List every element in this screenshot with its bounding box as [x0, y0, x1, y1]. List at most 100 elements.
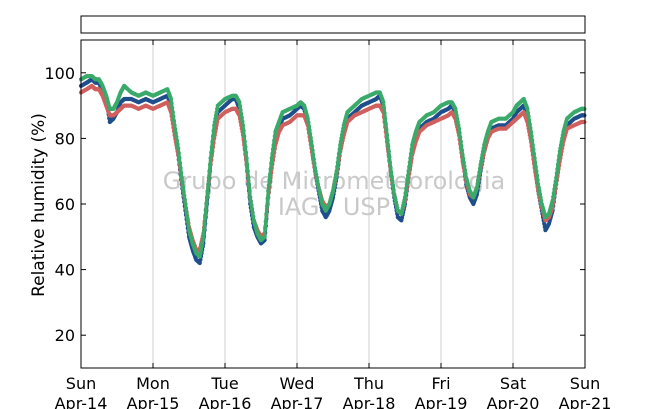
data-point	[197, 260, 202, 266]
data-point	[264, 211, 269, 216]
data-point	[243, 145, 248, 150]
data-point	[176, 151, 181, 156]
data-point	[306, 120, 311, 125]
data-point	[311, 157, 316, 162]
data-point	[534, 173, 540, 178]
data-point	[453, 110, 459, 115]
data-point	[391, 187, 396, 192]
data-point	[407, 164, 412, 169]
data-point	[312, 161, 317, 166]
x-tick-day: Mon	[136, 374, 170, 393]
data-point	[182, 193, 187, 198]
data-point	[335, 160, 340, 165]
x-tick-day: Fri	[431, 374, 450, 393]
data-point	[456, 123, 461, 128]
data-point	[337, 147, 342, 152]
data-point	[312, 165, 318, 170]
data-point	[310, 148, 315, 153]
data-point	[404, 182, 409, 187]
data-point	[208, 156, 213, 161]
data-point	[249, 206, 255, 211]
data-point	[309, 144, 315, 149]
data-point	[213, 113, 219, 118]
data-point	[177, 160, 183, 166]
data-point	[532, 156, 537, 161]
data-point	[237, 104, 243, 109]
y-tick-label: 20	[55, 326, 75, 345]
data-point	[456, 126, 462, 131]
data-point	[186, 223, 191, 228]
data-point	[534, 169, 539, 174]
data-point	[386, 149, 391, 154]
data-point	[462, 168, 468, 173]
data-point	[390, 183, 396, 188]
data-point	[315, 182, 321, 187]
data-point	[333, 175, 338, 180]
data-point	[179, 175, 184, 180]
data-point	[387, 154, 392, 160]
data-point	[463, 171, 468, 176]
data-point	[559, 139, 564, 144]
x-tick-date: Apr-21	[559, 394, 612, 409]
data-point	[539, 198, 544, 203]
data-point	[560, 136, 565, 141]
data-point	[582, 106, 587, 111]
data-point	[214, 110, 219, 115]
data-point	[383, 122, 388, 127]
data-point	[175, 142, 180, 147]
data-point	[552, 187, 557, 192]
x-tick-date: Apr-19	[415, 394, 468, 409]
data-point	[168, 96, 174, 102]
data-point	[265, 196, 270, 201]
data-point	[582, 113, 587, 118]
data-point	[240, 123, 246, 128]
y-tick-label: 60	[55, 195, 75, 214]
y-axis-title: Relative humidity (%)	[29, 113, 49, 297]
data-point	[262, 234, 267, 239]
x-axis: SunApr-14MonApr-15TueApr-16WedApr-17ThuA…	[55, 40, 612, 409]
data-point	[382, 111, 387, 116]
data-point	[458, 139, 463, 144]
data-point	[181, 188, 186, 193]
data-point	[172, 123, 177, 128]
data-point	[204, 195, 210, 200]
data-point	[184, 210, 189, 215]
data-point	[263, 227, 268, 232]
data-point	[170, 105, 175, 110]
data-point	[176, 146, 181, 151]
data-point	[556, 158, 561, 163]
data-point	[389, 170, 394, 175]
data-point	[558, 146, 563, 151]
data-point	[582, 119, 587, 125]
data-point	[212, 123, 217, 128]
data-point	[205, 188, 210, 193]
data-point	[238, 107, 243, 113]
data-point	[531, 151, 537, 156]
data-point	[246, 175, 251, 180]
data-point	[476, 174, 481, 179]
data-point	[246, 182, 252, 187]
data-point	[536, 185, 541, 190]
data-point	[536, 182, 541, 187]
data-point	[338, 142, 343, 148]
data-point	[242, 134, 247, 139]
data-point	[555, 162, 561, 167]
data-point	[245, 169, 250, 174]
data-point	[269, 161, 274, 166]
data-point	[243, 150, 249, 155]
data-point	[455, 119, 460, 125]
data-point	[200, 238, 205, 243]
data-point	[200, 241, 205, 246]
data-point	[185, 215, 190, 220]
data-point	[385, 138, 390, 143]
x-tick-day: Tue	[210, 374, 238, 393]
x-tick-date: Apr-15	[127, 394, 180, 409]
data-point	[201, 228, 207, 233]
data-point	[182, 197, 187, 202]
data-point	[272, 134, 277, 139]
data-point	[453, 106, 458, 111]
data-point	[526, 114, 531, 119]
data-point	[535, 177, 540, 182]
data-point	[533, 164, 538, 169]
